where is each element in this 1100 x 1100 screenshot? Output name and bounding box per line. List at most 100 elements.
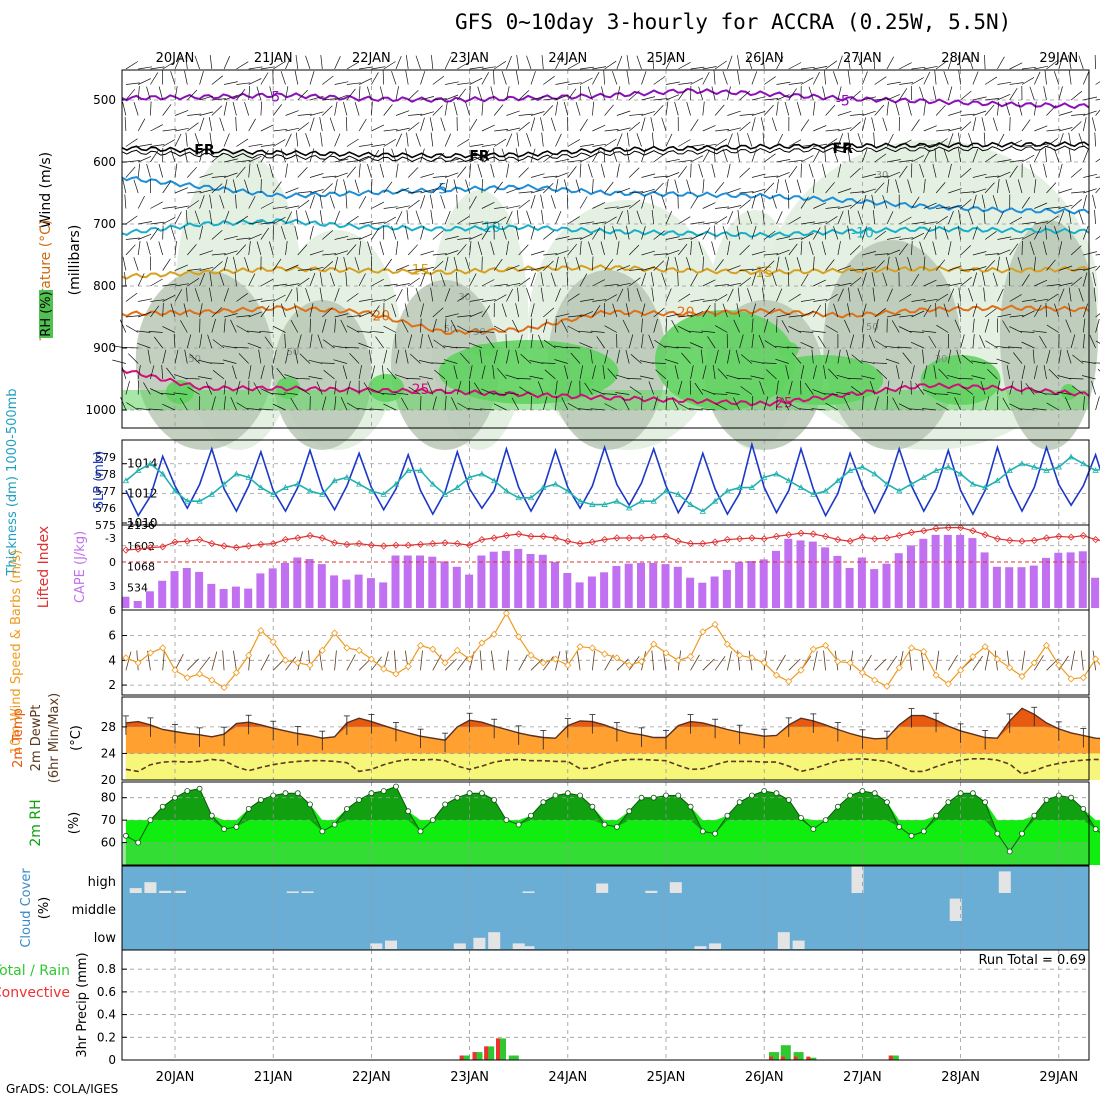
wind-barb: [370, 388, 384, 395]
wind-barb: [739, 191, 754, 194]
wind-barb: [1025, 383, 1035, 395]
wind-barb: [334, 81, 349, 85]
wind-barb: [501, 226, 507, 240]
wind-barb: [727, 349, 731, 364]
li-marker: [932, 524, 940, 532]
wind-barb: [862, 71, 868, 85]
wind-barb: [285, 163, 288, 178]
cape-bar: [330, 575, 339, 608]
wind-speed-marker: [478, 639, 486, 647]
wind-barb: [187, 122, 199, 132]
wind-barb: [1013, 352, 1023, 364]
cape-bar: [956, 534, 965, 608]
wind-barb: [308, 376, 323, 380]
wind-barb: [1068, 148, 1072, 163]
wind-barb: [972, 117, 977, 132]
wind-barb: [455, 346, 470, 349]
rh-marker: [1055, 792, 1062, 799]
wind-barb: [690, 273, 698, 287]
wind-barb: [616, 205, 631, 209]
wind-barb: [825, 182, 835, 194]
wind-barb: [714, 349, 719, 364]
wind-barb: [322, 98, 337, 101]
thickness-marker: [589, 501, 596, 507]
wind-barb: [972, 272, 978, 287]
wind-barb: [800, 365, 805, 380]
wind-barb: [874, 182, 885, 194]
wind-barb: [604, 181, 614, 194]
surface-wind-barb: [162, 650, 165, 671]
wind-barb: [184, 70, 188, 85]
wind-barb: [346, 215, 359, 225]
wind-barb: [737, 210, 740, 225]
wind-barb: [211, 261, 223, 271]
wind-barb: [751, 188, 766, 194]
wind-barb: [309, 70, 315, 85]
surface-wind-barb: [690, 654, 700, 671]
wind-barb: [674, 256, 679, 271]
wind-barb: [981, 272, 986, 287]
wind-barb: [895, 179, 900, 194]
wind-barb: [1046, 182, 1057, 194]
wind-barb: [653, 182, 664, 194]
wind-barb: [459, 352, 470, 364]
wind-barb: [516, 210, 520, 225]
wind-barb: [688, 330, 703, 333]
wind-barb: [911, 66, 926, 70]
wind-barb: [812, 71, 820, 85]
wind-barb: [174, 349, 179, 364]
rh-marker: [933, 812, 939, 819]
wind-barb: [690, 365, 694, 380]
wind-barb: [540, 194, 544, 209]
wind-barb: [1029, 241, 1035, 256]
wind-speed-marker: [686, 653, 695, 661]
wind-barb: [837, 349, 841, 364]
wind-barb: [997, 395, 999, 411]
wind-barb: [150, 278, 163, 287]
thickness-tick-label: 575: [95, 519, 116, 532]
wind-barb: [1043, 163, 1047, 178]
temp-hot-area: [125, 708, 1100, 741]
wind-barb: [320, 55, 323, 70]
wind-speed-marker: [318, 646, 326, 654]
wind-barb: [432, 230, 444, 240]
wind-barb: [305, 288, 311, 302]
wind-barb: [485, 336, 495, 349]
wind-barb: [494, 294, 507, 302]
wind-barb: [747, 288, 753, 302]
wind-barb: [690, 119, 699, 132]
cloud-bar-high: [159, 890, 172, 893]
wind-barb: [922, 330, 937, 333]
wind-speed-marker: [895, 664, 903, 672]
wind-barb: [260, 388, 274, 395]
wind-barb: [886, 94, 900, 101]
wind-barb: [248, 163, 251, 178]
wind-barb: [907, 256, 912, 271]
wind-barb: [506, 86, 510, 101]
wind-barb: [420, 71, 426, 85]
wind-barb: [800, 196, 809, 209]
wind-barb: [420, 96, 435, 101]
wind-speed-marker: [674, 656, 682, 664]
rh-low-band: [122, 842, 1089, 865]
wind-barb: [209, 287, 213, 302]
wind-speed-marker: [195, 670, 204, 678]
wind-barb: [358, 342, 372, 349]
wind-barb: [334, 210, 341, 225]
wind-barb: [971, 360, 986, 364]
wind-barb: [427, 381, 434, 395]
thickness-marker: [625, 504, 633, 511]
cloud-bar-high: [669, 882, 682, 893]
wind-barb: [444, 133, 452, 147]
cloud-bar-high: [286, 891, 299, 893]
wind-barb: [236, 82, 251, 85]
wind-barb: [383, 294, 397, 302]
wind-barb: [665, 249, 680, 256]
wind-barb: [469, 144, 484, 147]
wind-barb: [892, 397, 900, 411]
wind-barb: [717, 368, 728, 380]
cloud-level-high: high: [88, 875, 116, 890]
cape-bar: [587, 576, 596, 608]
wind-barb: [394, 374, 409, 380]
wind-barb: [600, 163, 605, 178]
